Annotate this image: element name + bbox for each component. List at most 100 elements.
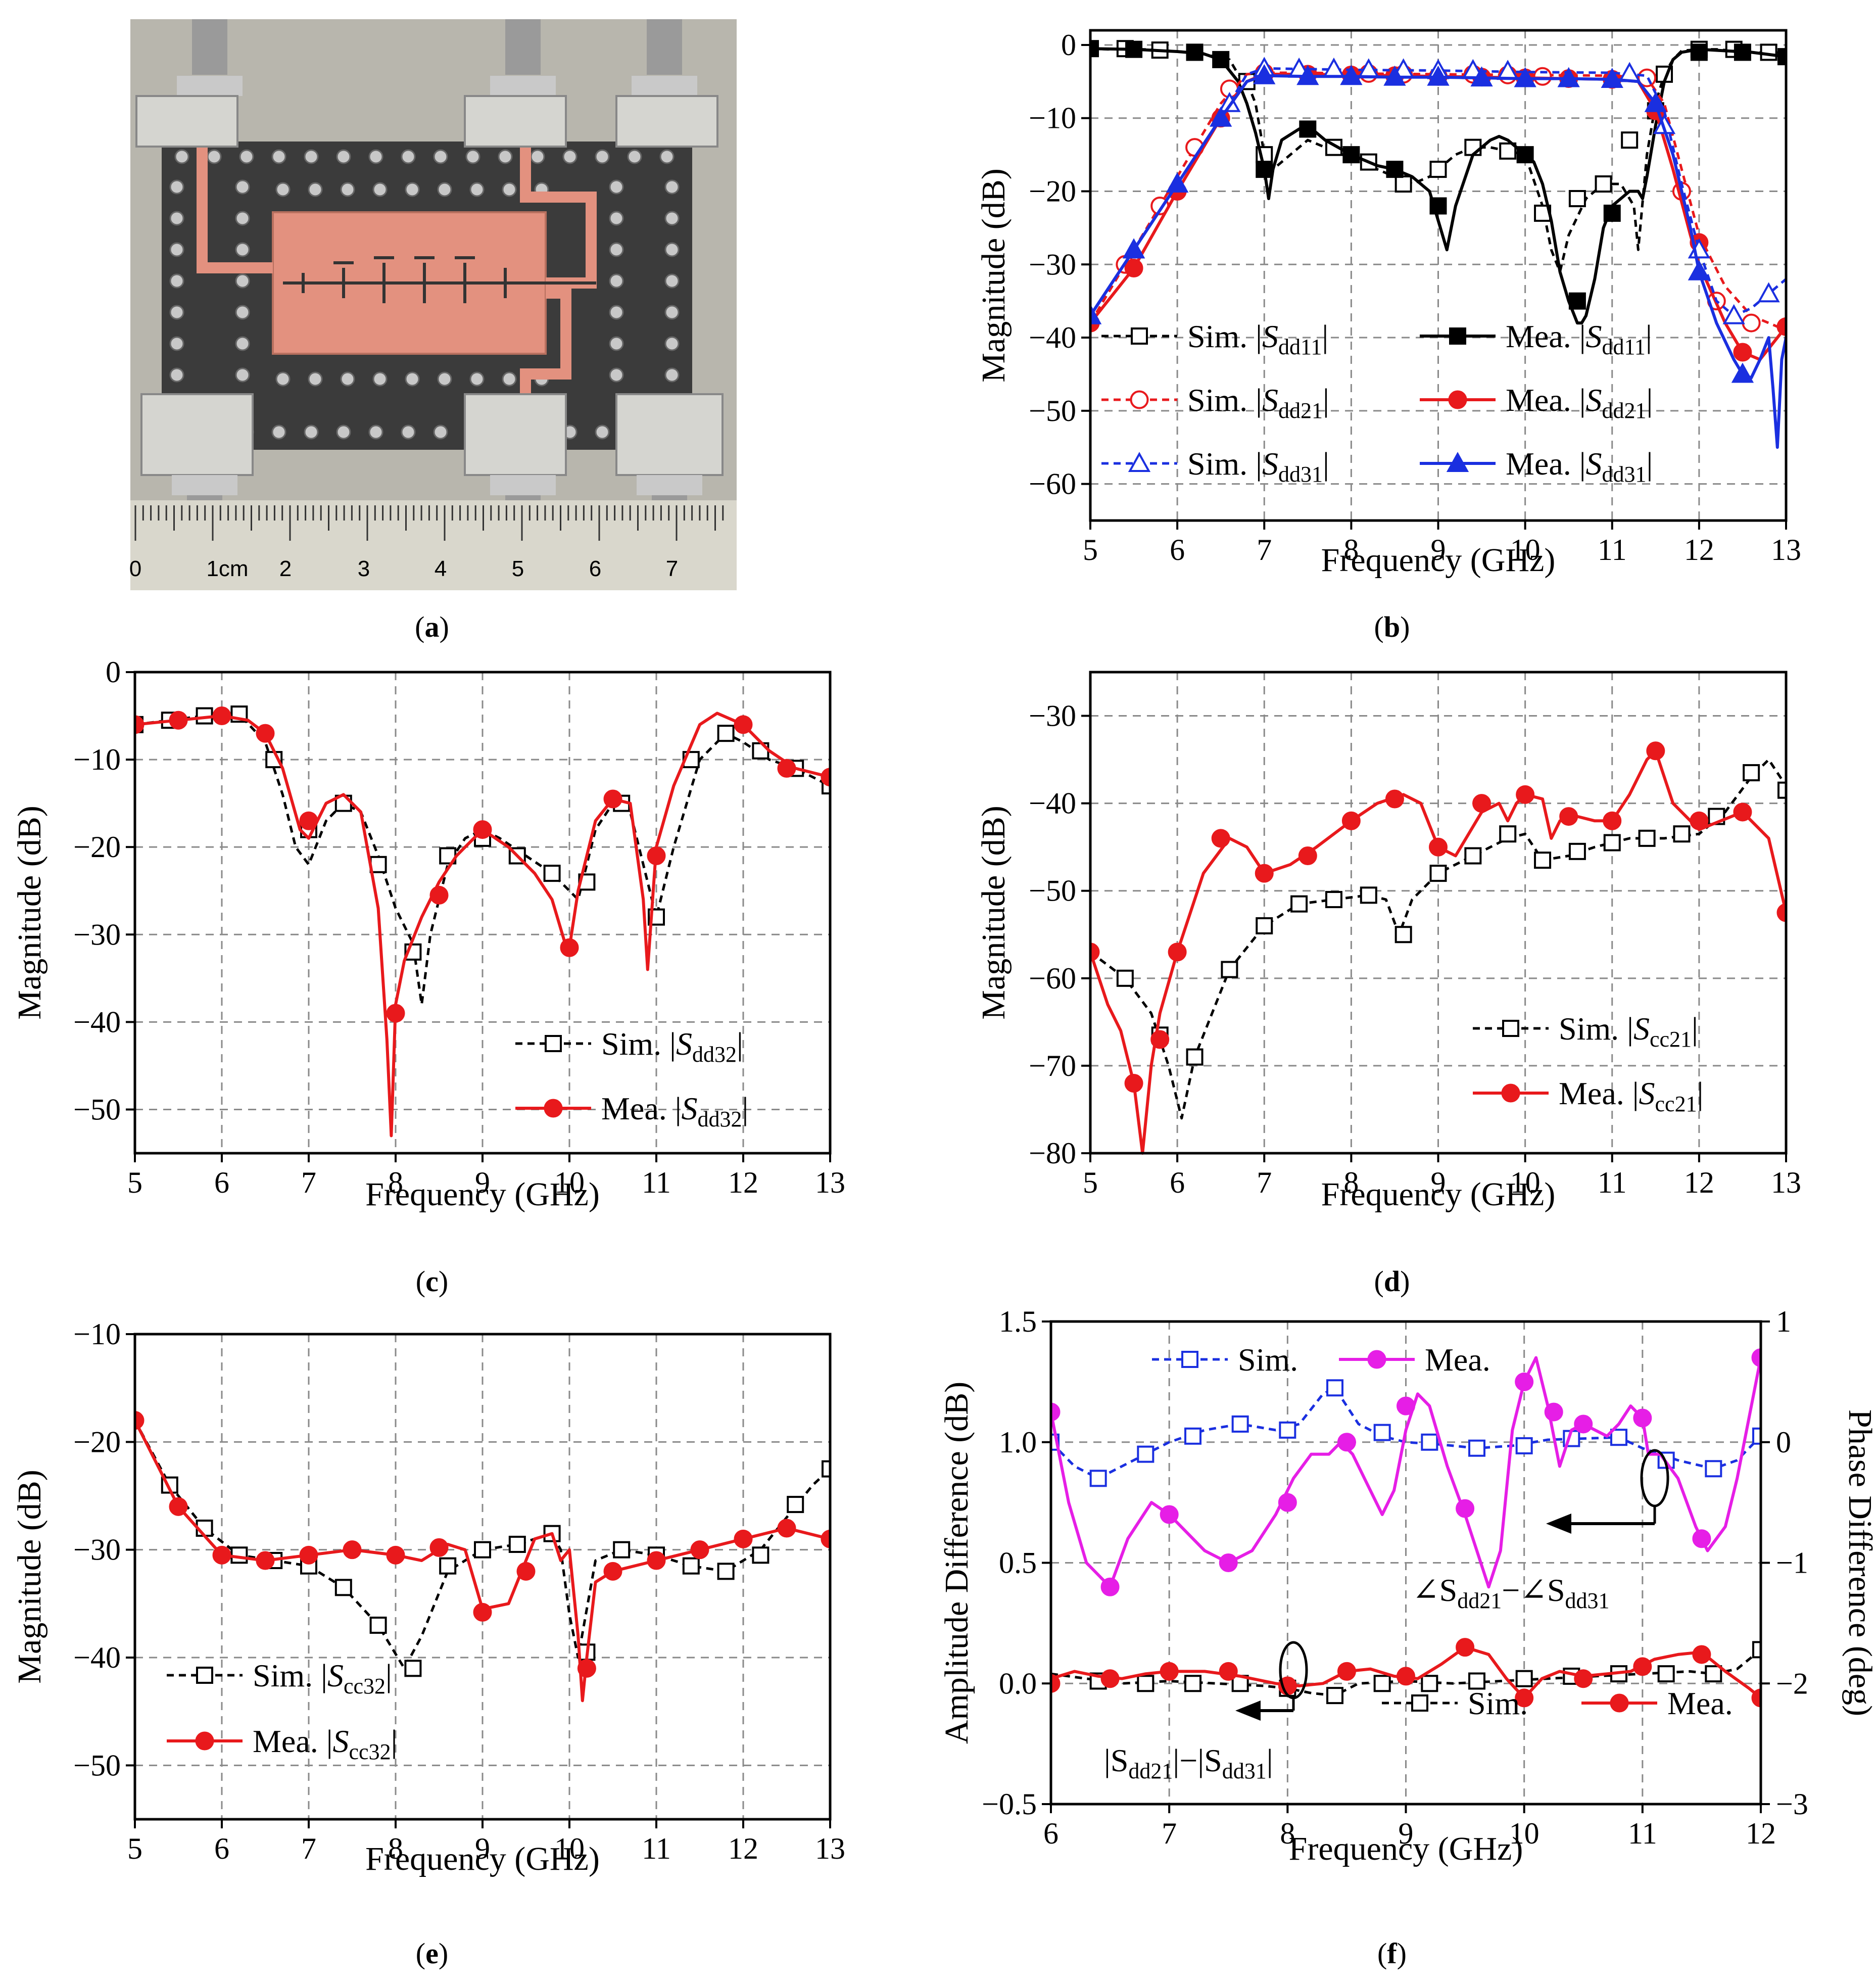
plot-area: [1051, 1348, 1761, 1708]
data-point-mea21: [1776, 317, 1786, 336]
x-tick-label: 5: [1083, 1166, 1098, 1199]
legend-entry-meaamp: Mea.: [1581, 1685, 1733, 1721]
via-hole: [174, 149, 189, 164]
data-point-meaph: [1751, 1348, 1761, 1367]
legend-marker: [1446, 452, 1469, 472]
via-hole: [664, 179, 680, 195]
legend-text-part: |: [1323, 446, 1329, 482]
x-tick-label: 12: [1684, 533, 1714, 566]
panel-b-chart: 5 6 7 8 9 10 11 12 13 0 −10 −20 −30 −40 −50 −60 Frequenc…: [975, 28, 1801, 579]
annotation-text-part: dd31: [1565, 1588, 1610, 1613]
legend-entry-mea21: Mea. |Sdd21|: [1420, 382, 1653, 423]
legend-text-part: |: [386, 1658, 392, 1693]
via-hole: [609, 242, 624, 257]
paren: ): [440, 610, 449, 643]
data-point-meaph: [1544, 1402, 1563, 1422]
x-tick-label: 11: [642, 1166, 671, 1199]
panel-labels: (a) (b)(c) (d)(e) (f): [415, 610, 1410, 1970]
legend-text-part: S: [1639, 1075, 1655, 1111]
legend-text-part: S: [1586, 318, 1602, 354]
data-point-simph: [1752, 1427, 1761, 1445]
y-axis-title: Magnitude (dB): [975, 168, 1012, 382]
data-point-simcc32: [787, 1496, 804, 1514]
paren: (: [416, 1937, 425, 1970]
data-point-simph: [1089, 1470, 1107, 1487]
data-point-mea32: [386, 1004, 405, 1023]
annotation-text-part: |S: [1104, 1742, 1128, 1778]
plot-area: [135, 705, 830, 1138]
data-point-sim32: [717, 725, 735, 742]
data-point-simcc21: [1290, 895, 1308, 913]
data-point-simph: [1137, 1445, 1155, 1463]
via-hole: [207, 149, 222, 164]
data-point-simph: [1468, 1439, 1485, 1457]
data-point-simcc21: [1673, 825, 1691, 843]
y2-tick-label: −3: [1776, 1787, 1808, 1821]
data-point-meacc32: [690, 1540, 709, 1560]
data-point-sim11: [1568, 190, 1586, 207]
via-hole: [664, 211, 680, 226]
legend-label: Mea.: [1425, 1342, 1490, 1378]
legend-text-part: Sim. |: [1559, 1011, 1633, 1047]
via-hole: [627, 149, 642, 164]
y-tick-label: −30: [1029, 699, 1076, 733]
data-point-meacc32: [777, 1519, 796, 1538]
data-point-simamp: [1373, 1675, 1391, 1692]
x-tick-label: 11: [1598, 1166, 1627, 1199]
data-point-mea31: [1210, 106, 1232, 127]
data-point-mea32: [169, 711, 188, 730]
y2-tick-label: 1: [1776, 1305, 1791, 1338]
y-tick-label: −50: [1029, 874, 1076, 908]
y2-tick-label: −1: [1776, 1546, 1808, 1580]
data-point-meaph: [1515, 1372, 1534, 1391]
data-point-simcc21: [1221, 961, 1238, 978]
data-point-mea32: [212, 706, 231, 726]
via-hole: [664, 305, 680, 320]
legend-label: Mea. |Scc32|: [253, 1723, 397, 1764]
data-point-meaamp: [1100, 1669, 1120, 1688]
x-tick-label: 12: [1746, 1817, 1776, 1850]
x-tick-label: 13: [1771, 1166, 1801, 1199]
legend-marker: [1367, 1350, 1386, 1369]
data-point-simamp: [1657, 1665, 1675, 1683]
data-point-simcc21: [1743, 764, 1760, 782]
panel-e-chart: 5 6 7 8 9 10 11 12 13 −10 −20 −30 −40 −50 Frequency (G…: [11, 1317, 845, 1877]
data-point-meaph: [1160, 1505, 1179, 1524]
data-point-sim31: [1322, 57, 1345, 78]
data-point-mea32: [256, 724, 275, 743]
legend-text-part: Sim. |: [253, 1658, 327, 1693]
via-hole: [469, 371, 485, 387]
legend-entry-simcc21: Sim. |Scc21|: [1473, 1011, 1698, 1052]
y-tick-label: −40: [73, 1641, 121, 1674]
data-point-meaamp: [1219, 1662, 1238, 1681]
via-hole: [169, 211, 184, 226]
data-point-meacc32: [299, 1545, 318, 1565]
legend-label: Sim. |Sdd32|: [601, 1026, 743, 1067]
ruler-label: 5: [512, 556, 524, 581]
paren: ): [1397, 1937, 1407, 1970]
data-point-mea11: [1516, 146, 1534, 164]
via-hole: [437, 182, 452, 197]
legend-entry-meacc32: Mea. |Scc32|: [167, 1723, 397, 1764]
annotation-text-part: dd21: [1128, 1759, 1173, 1783]
legend-text-part: |: [1647, 446, 1653, 482]
data-point-meacc21: [1646, 741, 1665, 761]
via-hole: [235, 273, 250, 289]
data-point-simph: [1610, 1429, 1627, 1446]
legend-entry-mea32: Mea. |Sdd32|: [515, 1091, 748, 1131]
data-point-meacc21: [1341, 811, 1361, 830]
data-point-simcc32: [717, 1563, 735, 1580]
data-point-meacc32: [577, 1659, 596, 1678]
data-point-mea11: [1734, 43, 1751, 61]
legend-entry-simcc32: Sim. |Scc32|: [167, 1658, 392, 1698]
legend-entry-sim31: Sim. |Sdd31|: [1101, 446, 1329, 487]
data-point-meacc21: [1559, 807, 1578, 826]
data-point-mea32: [603, 789, 622, 809]
y-tick-label: −60: [1029, 962, 1076, 995]
legend-marker: [1448, 390, 1467, 409]
legend-text-part: |: [1647, 382, 1653, 418]
x-tick-label: 12: [728, 1832, 758, 1865]
legend-text-part: S: [676, 1026, 692, 1062]
via-hole: [401, 149, 416, 164]
data-point-simcc32: [822, 1460, 830, 1478]
